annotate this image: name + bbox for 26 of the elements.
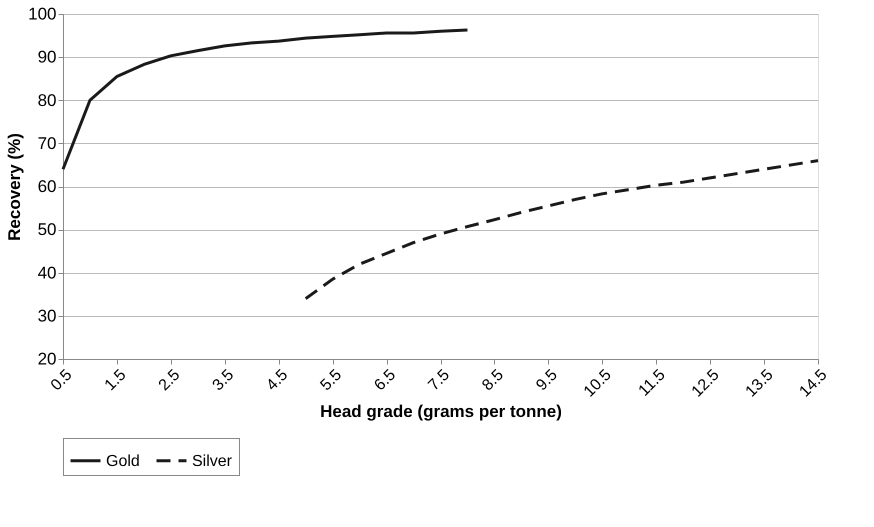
x-tick-label: 0.5 [48,366,76,394]
x-tick-label: 8.5 [479,366,508,394]
y-tick-label: 90 [38,48,56,67]
y-axis-title: Recovery (%) [5,133,24,241]
x-tick-label: 5.5 [317,366,346,394]
x-tick-label: 4.5 [263,366,292,394]
y-tick-label: 70 [38,134,56,153]
x-tick-label: 7.5 [425,366,454,394]
y-tick-label: 40 [38,263,56,282]
legend-label: Gold [106,452,140,470]
line-series [304,159,820,300]
x-tick-label: 2.5 [156,366,184,394]
y-tick-label: 100 [28,4,56,24]
line-series [62,28,469,171]
x-tick-label: 9.5 [533,366,561,394]
y-tick-label: 30 [38,306,56,326]
x-tick-label: 11.5 [636,366,669,400]
x-axis-title: Head grade (grams per tonne) [320,402,562,421]
y-tick-label: 80 [38,90,56,110]
y-tick-label: 60 [38,177,56,196]
x-tick-label: 3.5 [210,366,238,394]
legend-label: Silver [192,452,233,470]
y-tick-label: 50 [38,220,56,240]
x-tick-label: 6.5 [371,366,400,394]
y-tick-label: 20 [38,350,56,368]
x-tick-label: 1.5 [102,366,130,394]
